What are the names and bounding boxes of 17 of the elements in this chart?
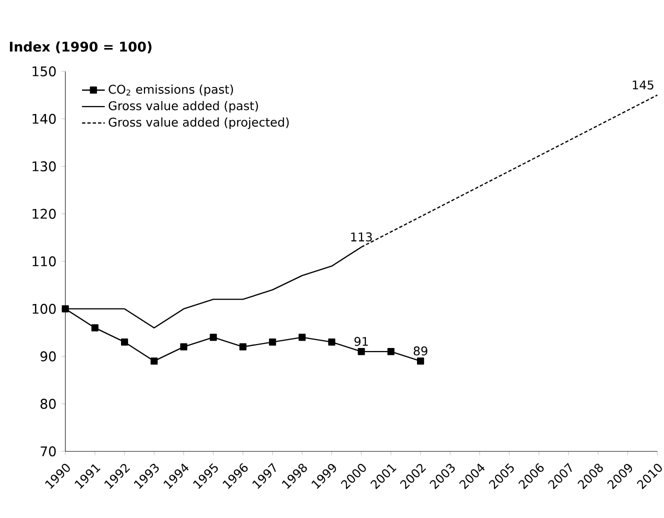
legend-label: Gross value added (projected) xyxy=(108,117,289,130)
y-tick-label: 80 xyxy=(40,398,56,409)
annotation: 89 xyxy=(414,346,428,356)
y-tick-label: 110 xyxy=(32,256,56,266)
y-tick-label: 140 xyxy=(32,114,56,124)
annotation: 91 xyxy=(354,336,368,346)
annotation: 145 xyxy=(632,80,654,90)
legend-label: Gross value added (past) xyxy=(108,100,258,113)
y-tick-label: 150 xyxy=(32,66,56,76)
y-tick-label: 120 xyxy=(32,208,56,219)
y-tick-label: 100 xyxy=(32,304,56,314)
annotation: 113 xyxy=(351,232,372,242)
y-tick-label: 70 xyxy=(40,446,56,456)
y-tick-label: 130 xyxy=(32,161,56,172)
legend-label: CO$_{2}$ emissions (past) xyxy=(108,84,233,96)
y-axis-title: Index (1990 = 100) xyxy=(10,41,152,54)
y-tick-label: 90 xyxy=(40,351,56,362)
